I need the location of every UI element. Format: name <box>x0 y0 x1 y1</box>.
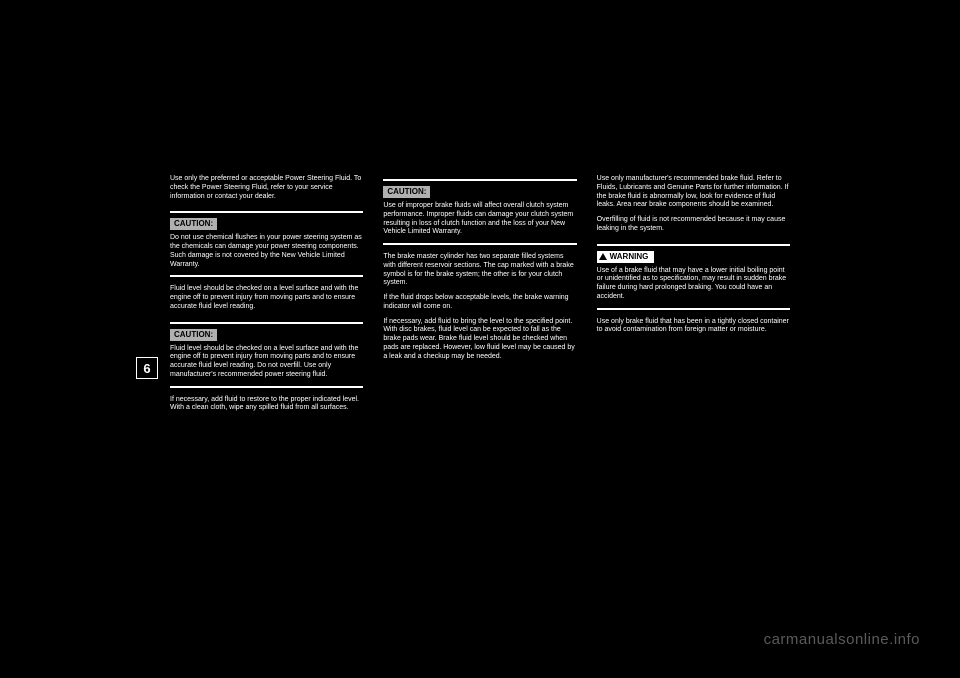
caution-label: CAUTION: <box>170 218 217 230</box>
col3-after: Use only brake fluid that has been in a … <box>597 318 790 336</box>
warning-box: WARNING Use of a brake fluid that may ha… <box>597 244 790 310</box>
warning-label-text: WARNING <box>610 252 649 262</box>
col2-body2: If the fluid drops below acceptable leve… <box>383 294 576 312</box>
col3-body1: Use only manufacturer's recommended brak… <box>597 175 790 210</box>
watermark-text: carmanualsonline.info <box>764 631 920 648</box>
caution-label: CAUTION: <box>170 329 217 341</box>
warning-body: Use of a brake fluid that may have a low… <box>597 267 790 302</box>
column-2: CAUTION: Use of improper brake fluids wi… <box>383 175 576 555</box>
warning-triangle-icon <box>599 253 607 260</box>
column-1: Use only the preferred or acceptable Pow… <box>170 175 363 555</box>
col3-body2: Overfilling of fluid is not recommended … <box>597 216 790 234</box>
col1-after: If necessary, add fluid to restore to th… <box>170 396 363 414</box>
column-3: Use only manufacturer's recommended brak… <box>597 175 790 555</box>
caution-box-2: CAUTION: Fluid level should be checked o… <box>170 322 363 388</box>
caution-label: CAUTION: <box>383 186 430 198</box>
caution-body: Do not use chemical flushes in your powe… <box>170 234 363 269</box>
caution-body: Fluid level should be checked on a level… <box>170 345 363 380</box>
col2-body3: If necessary, add fluid to bring the lev… <box>383 318 576 362</box>
page-container: 6 Use only the preferred or acceptable P… <box>0 0 960 678</box>
col2-body1: The brake master cylinder has two separa… <box>383 253 576 288</box>
page-tab: 6 <box>136 357 158 379</box>
caution-box-1: CAUTION: Do not use chemical flushes in … <box>170 211 363 277</box>
col1-intro: Use only the preferred or acceptable Pow… <box>170 175 363 201</box>
content-columns: Use only the preferred or acceptable Pow… <box>170 175 790 555</box>
warning-label: WARNING <box>597 251 655 263</box>
caution-body: Use of improper brake fluids will affect… <box>383 202 576 237</box>
page-number: 6 <box>143 361 150 376</box>
col1-mid: Fluid level should be checked on a level… <box>170 285 363 311</box>
caution-box-3: CAUTION: Use of improper brake fluids wi… <box>383 179 576 245</box>
